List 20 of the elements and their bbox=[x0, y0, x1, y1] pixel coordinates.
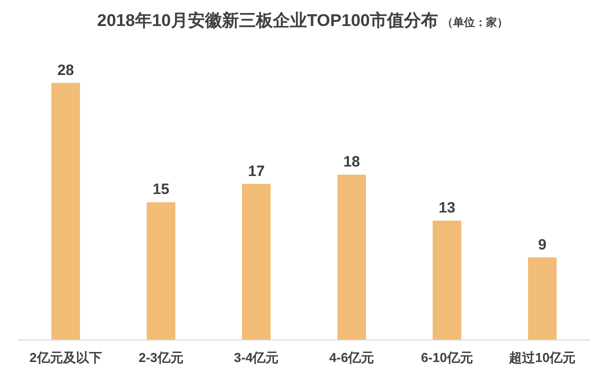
bar bbox=[528, 257, 557, 340]
data-label: 18 bbox=[343, 154, 360, 171]
data-label: 13 bbox=[438, 200, 456, 217]
bar bbox=[146, 202, 176, 340]
x-tick-label: 3-4亿元 bbox=[234, 350, 279, 365]
x-tick-label: 2亿元及以下 bbox=[30, 350, 102, 365]
bar bbox=[242, 184, 271, 340]
bar bbox=[337, 174, 366, 340]
x-tick-label: 2-3亿元 bbox=[138, 350, 184, 365]
x-tick-label: 超过10亿元 bbox=[508, 350, 576, 365]
data-label: 28 bbox=[57, 62, 74, 79]
bar bbox=[51, 82, 80, 340]
chart-title: 2018年10月安徽新三板企业TOP100市值分布 bbox=[97, 11, 438, 30]
data-label: 9 bbox=[538, 236, 547, 254]
x-tick-label: 6-10亿元 bbox=[420, 350, 474, 365]
data-label: 15 bbox=[152, 181, 170, 198]
data-label: 17 bbox=[248, 162, 265, 180]
bar bbox=[432, 220, 462, 340]
chart-subtitle: （单位：家） bbox=[442, 16, 508, 29]
x-tick-label: 4-6亿元 bbox=[329, 350, 374, 365]
